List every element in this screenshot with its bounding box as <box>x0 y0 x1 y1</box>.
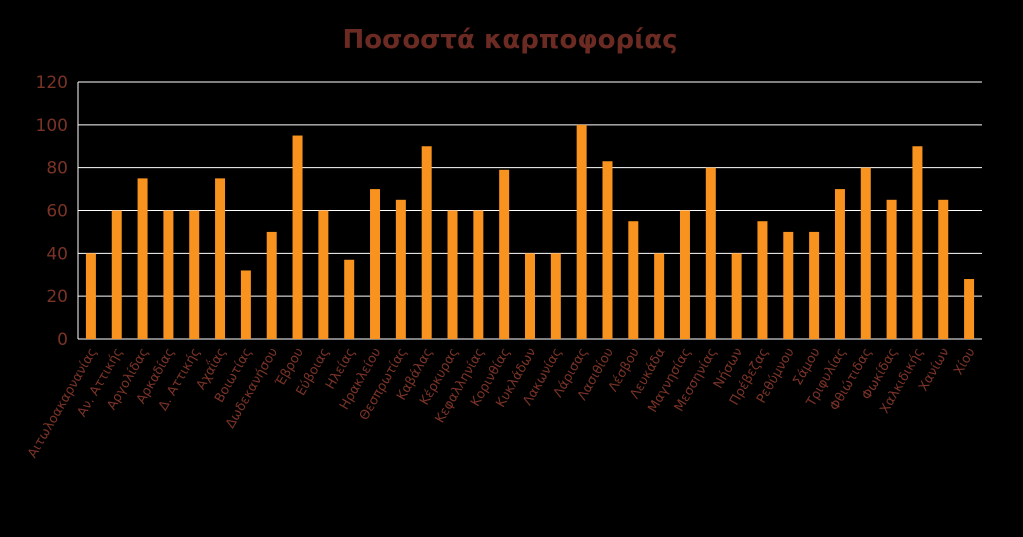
bar <box>757 221 768 339</box>
bars <box>85 124 975 339</box>
bar <box>912 146 923 339</box>
y-axis-ticks: 0 20 40 60 80 100 120 <box>36 73 68 350</box>
bar <box>137 178 148 339</box>
bar <box>705 167 716 339</box>
bar <box>85 253 96 339</box>
bar <box>111 210 122 339</box>
y-tick-label: 120 <box>36 73 68 93</box>
y-tick-label: 100 <box>36 116 68 136</box>
bar <box>679 210 690 339</box>
bar <box>550 253 561 339</box>
bar <box>809 231 820 339</box>
bar <box>292 135 303 339</box>
bar <box>240 270 251 339</box>
bar <box>499 169 510 339</box>
bar <box>525 253 535 339</box>
y-tick-label: 40 <box>46 244 68 264</box>
bar <box>318 210 329 339</box>
bar <box>783 231 794 339</box>
bar <box>860 167 871 339</box>
bar <box>344 259 355 339</box>
chart-title: Ποσοστά καρποφορίας <box>342 25 677 55</box>
bar <box>395 199 406 339</box>
bar <box>602 161 613 339</box>
x-category-label: Χίου <box>951 346 978 378</box>
y-tick-label: 60 <box>46 202 68 222</box>
bar <box>473 210 484 339</box>
bar <box>654 253 665 339</box>
y-tick-label: 0 <box>57 330 68 350</box>
y-tick-label: 20 <box>46 287 68 307</box>
bar <box>266 231 277 339</box>
bar <box>628 221 639 339</box>
bar <box>886 199 897 339</box>
bar <box>163 210 174 339</box>
bar <box>421 146 432 339</box>
bar <box>576 124 587 339</box>
bar <box>964 279 975 339</box>
bar <box>370 189 381 339</box>
bar <box>938 199 949 339</box>
bar <box>731 253 742 339</box>
y-tick-label: 80 <box>46 159 68 179</box>
bar <box>834 189 845 339</box>
bar <box>189 210 200 339</box>
bar <box>447 210 458 339</box>
bar <box>215 178 226 339</box>
